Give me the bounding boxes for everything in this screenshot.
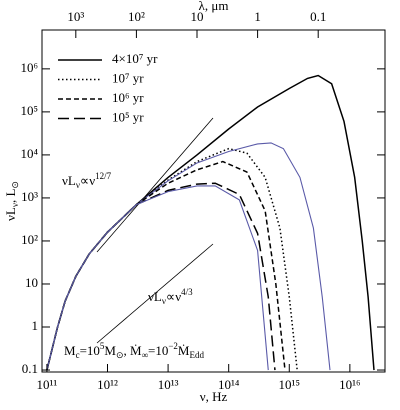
annotation-part: M (64, 343, 76, 358)
y-tick-label: 10 (25, 275, 38, 290)
annotation-part: ∞ (142, 350, 148, 360)
slope-guide (96, 243, 214, 344)
legend-label: 4×10⁷ yr (112, 51, 158, 66)
x2-tick-label: 10³ (67, 9, 84, 24)
annotation: νLν∝ν4/3 (148, 287, 193, 306)
annotation-part: 5 (100, 341, 105, 351)
y-axis-label-part: ν (10, 203, 20, 207)
x2-axis-label-part: λ, μm (199, 0, 229, 13)
annotation-part: Edd (189, 350, 204, 360)
annotation-part: ∝ν (80, 173, 95, 188)
annotation-part: 4/3 (181, 287, 193, 297)
x-tick-label: 10¹⁶ (339, 377, 360, 392)
annotation-part: ν (162, 296, 166, 306)
curves (46, 74, 375, 371)
annotation: Mc=105M⊙, Ṁ∞=10−2ṀEdd (64, 341, 204, 360)
y-tick-label: 0.1 (22, 361, 38, 376)
annotation-part: 12/7 (95, 171, 112, 181)
annotation-part: =10 (80, 343, 100, 358)
x-tick-label: 10¹² (97, 377, 118, 392)
annotation-part: ν (76, 180, 80, 190)
x-axis-label-part: ν, Hz (200, 389, 228, 404)
x-tick-label: 10¹⁵ (279, 377, 300, 392)
x-tick-label: 10¹⁴ (218, 377, 240, 392)
slope-guide (96, 117, 214, 253)
y-tick-label: 10⁴ (20, 146, 38, 161)
annotation-part: Ṁ (178, 343, 190, 358)
y-axis-label-part: , L (3, 189, 18, 204)
y-tick-label: 10³ (21, 189, 38, 204)
x-tick-label: 10¹¹ (37, 377, 58, 392)
series-line (46, 182, 276, 371)
legend-label: 10⁶ yr (112, 90, 144, 105)
legend-label: 10⁷ yr (112, 70, 144, 85)
y-tick-label: 1 (32, 318, 39, 333)
y-tick-label: 10² (21, 232, 38, 247)
annotation-part: νL (148, 289, 162, 304)
y-tick-label: 10⁶ (20, 60, 38, 75)
x-tick-label: 10¹³ (158, 377, 179, 392)
x2-axis-label: λ, μm (199, 0, 229, 13)
y-tick-label: 10⁵ (20, 103, 38, 118)
annotation: νLν∝ν12/7 (62, 171, 112, 190)
series-line (46, 185, 269, 371)
x2-tick-label: 10² (128, 9, 145, 24)
y-axis-label-part: ⊙ (10, 181, 20, 189)
legend-label: 10⁵ yr (112, 109, 144, 124)
annotation-part: , Ṁ (124, 343, 143, 358)
annotation-part: ⊙ (116, 350, 124, 360)
annotation-part: ∝ν (166, 289, 181, 304)
x2-tick-label: 10 (191, 9, 204, 24)
x2-tick-label: 1 (254, 9, 261, 24)
x-axis-label: ν, Hz (200, 389, 228, 404)
y-axis-label: νLν, L⊙ (3, 181, 20, 221)
annotation-part: νL (62, 173, 76, 188)
annotation-part: −2 (168, 341, 178, 351)
y-axis-label-part: νL (3, 207, 18, 221)
annotation-part: =10 (148, 343, 168, 358)
annotation-part: M (104, 343, 116, 358)
annotation-part: c (76, 350, 80, 360)
x2-tick-label: 0.1 (310, 9, 326, 24)
plot-frame (41, 29, 386, 373)
